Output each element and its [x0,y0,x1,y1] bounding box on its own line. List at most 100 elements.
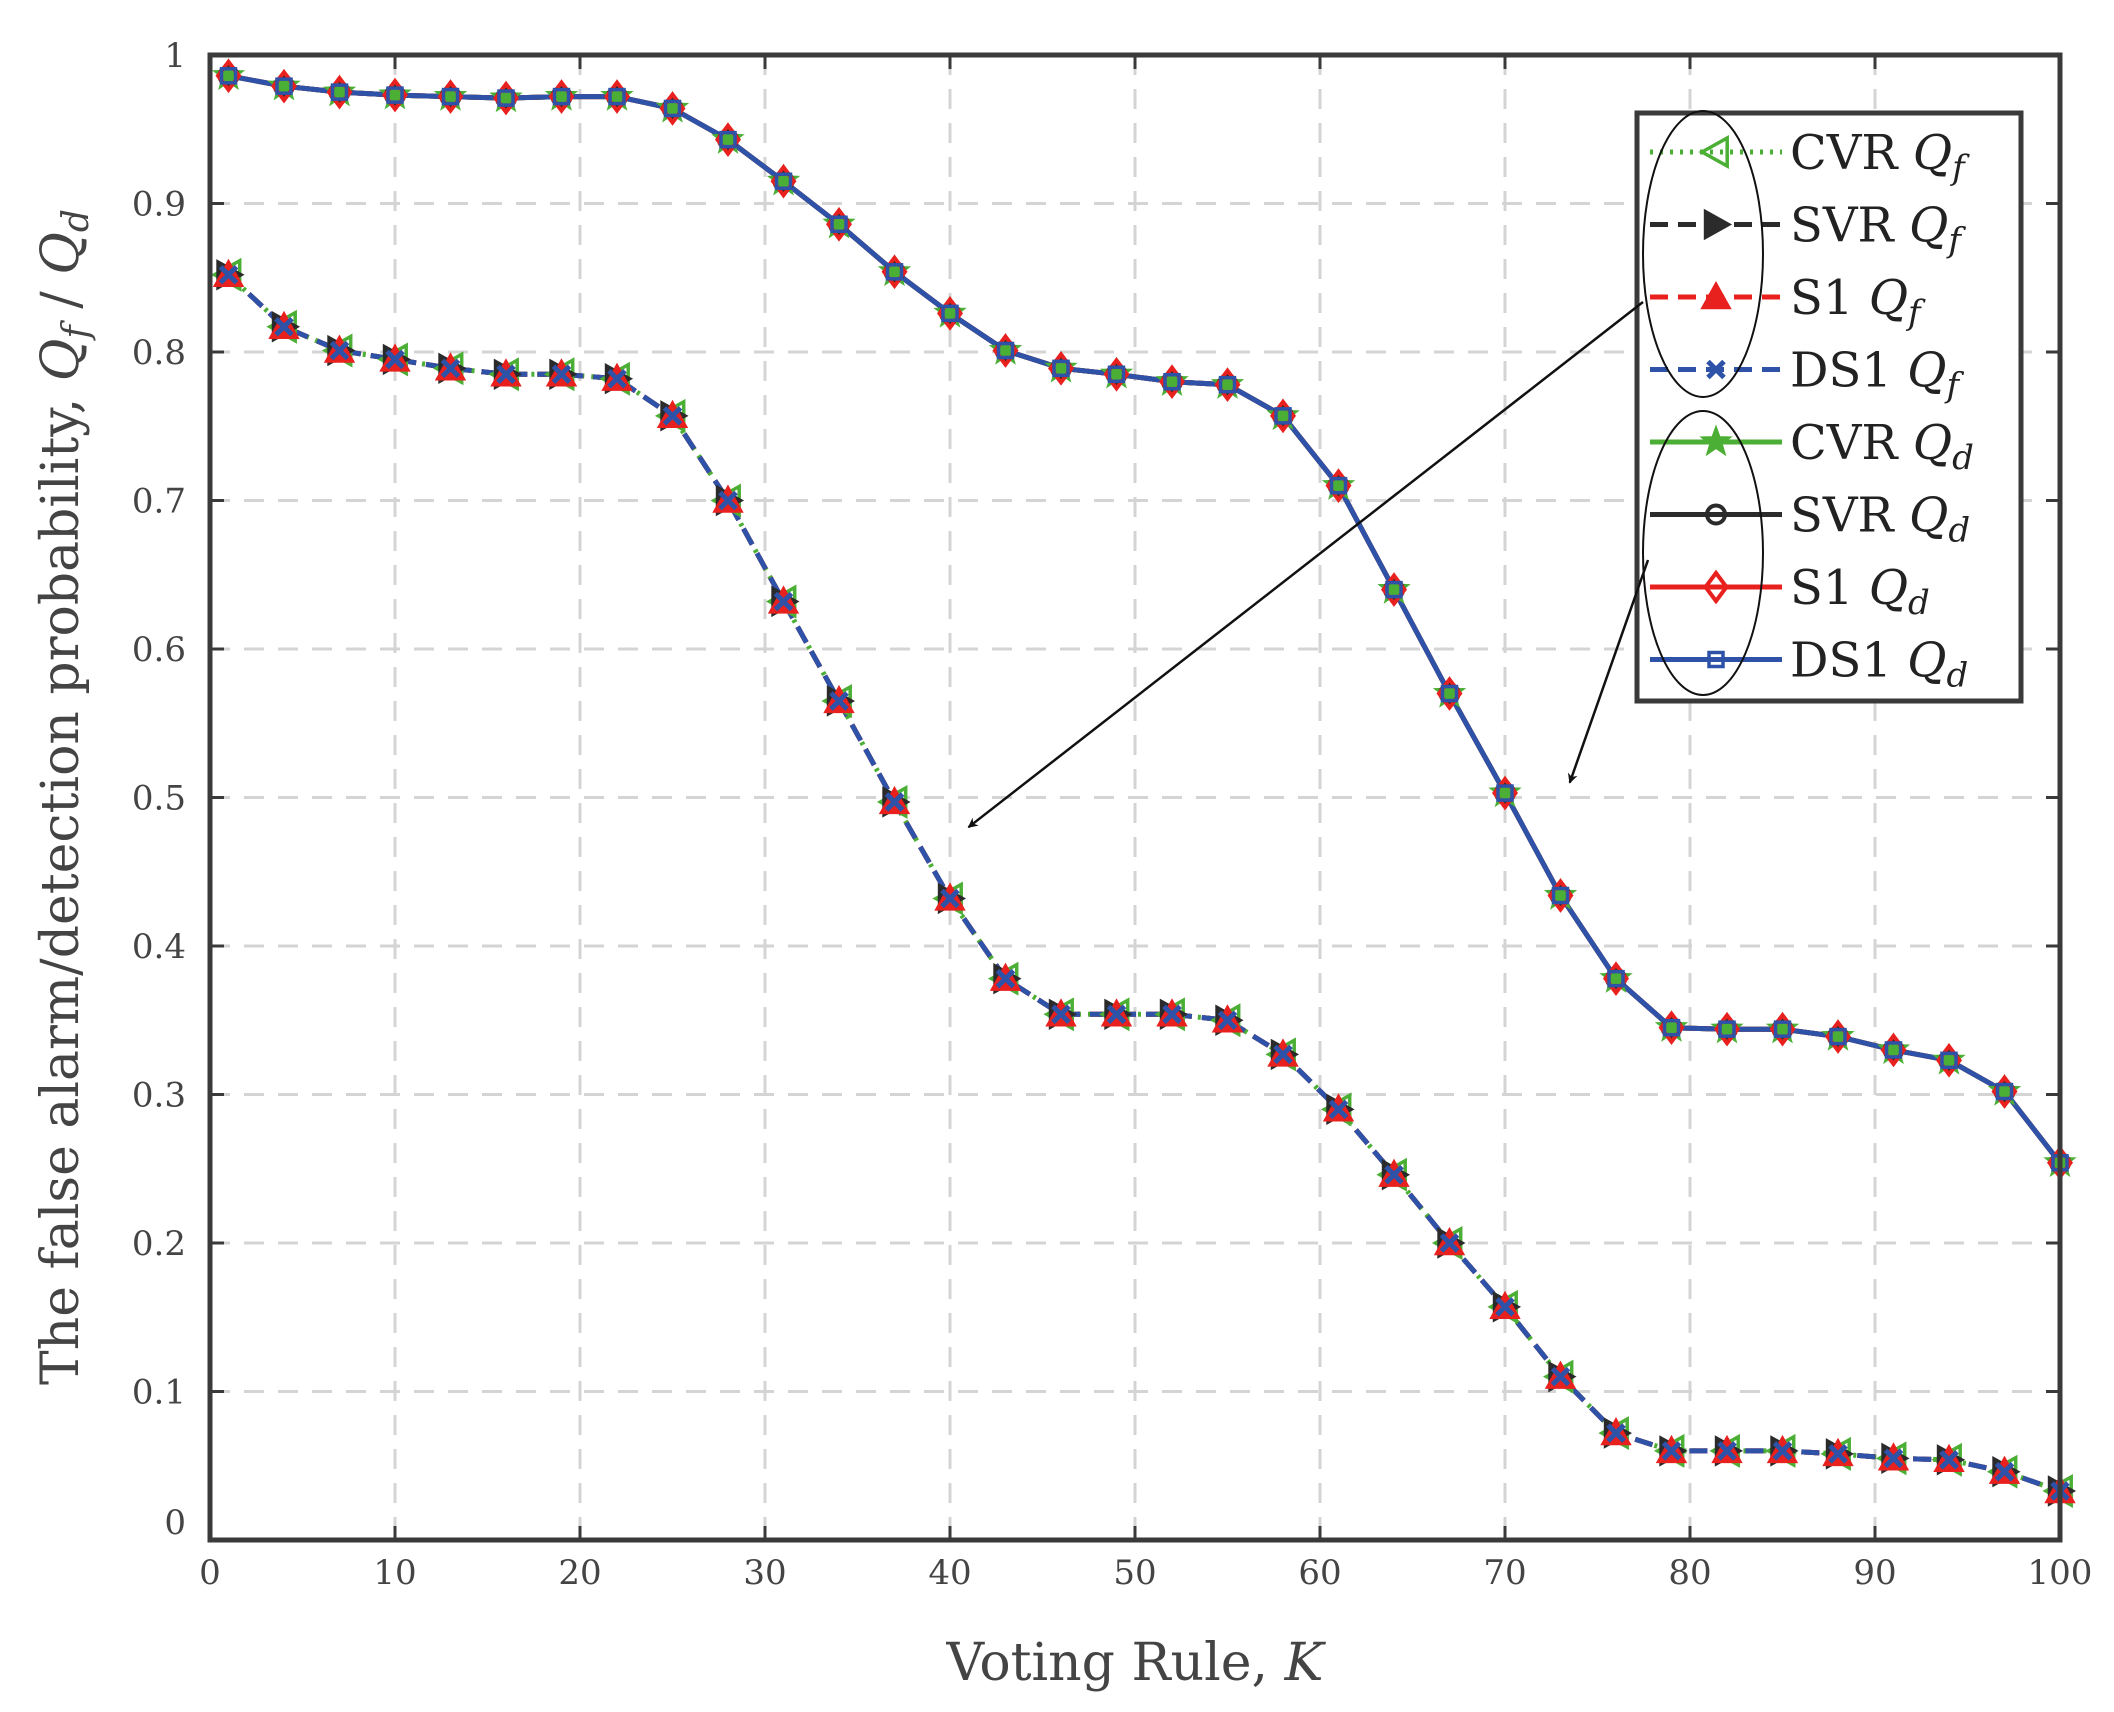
data-point [884,792,905,812]
legend-label: SVR Qd [1790,488,1970,551]
annotation-arrow-qd [1568,559,1650,784]
data-point [1052,359,1070,378]
data-point [1994,1461,2015,1482]
data-point [218,265,239,285]
series-lines [226,73,2062,1494]
data-point [1329,476,1348,495]
legend-marker [1698,135,1729,169]
y-tick-label: 0.6 [132,630,186,670]
data-point [1273,1044,1293,1065]
data-point [774,172,793,190]
x-tick-label: 70 [1483,1553,1526,1593]
data-point [385,349,405,370]
y-tick-label: 1 [164,36,186,76]
legend-entries: CVR Qf SVR Qf S1 Qf DS1 Qf CVR Qd SVR Qd S1 Qd… [1650,125,1974,696]
data-point [1217,1010,1238,1031]
y-tick-label: 0.5 [132,779,186,819]
data-point [1606,1423,1626,1443]
data-point [330,83,349,101]
data-point [1773,1020,1792,1038]
data-point [719,130,737,149]
data-point [663,99,682,118]
data-point [1884,1041,1903,1059]
legend-marker [1705,503,1727,526]
legend-entry-cvr-qf: CVR Qf [1650,125,1970,188]
data-point [773,591,794,612]
x-tick-label: 60 [1298,1553,1341,1593]
legend-entry-s1-qd: S1 Qd [1650,560,1930,623]
data-point [1717,1441,1737,1461]
annotation-arrow-qf [967,301,1644,829]
legend-label: CVR Qf [1790,125,1970,188]
x-tick-label: 50 [1113,1553,1156,1593]
y-tick-label: 0.4 [132,927,186,967]
legend-marker [1700,280,1732,310]
legend-qf-ellipse [1642,110,1764,398]
data-point [1274,407,1292,425]
y-tick-label: 0.2 [132,1224,186,1264]
legend-entry-svr-qf: SVR Qf [1650,198,1966,261]
data-point [441,87,460,106]
x-tick-label: 30 [743,1553,786,1593]
data-point [1718,1020,1736,1038]
x-tick-label: 0 [199,1553,221,1593]
data-point [940,888,960,909]
legend-label: S1 Qf [1790,270,1926,333]
y-tick-label: 0.8 [132,333,186,373]
data-point [885,263,904,281]
data-point [607,368,627,389]
series-points-ds1-qf [218,265,2070,1501]
data-point [1662,1018,1681,1037]
legend-label: SVR Qf [1790,198,1966,261]
x-tick-label: 10 [373,1553,416,1593]
legend-marker [1707,650,1725,669]
data-point [995,968,1016,989]
data-point [274,316,294,337]
data-point [1772,1441,1793,1461]
data-point [496,364,516,385]
x-axis-label: Voting Rule, K [946,1633,1327,1693]
data-point [1163,372,1181,391]
data-point [830,215,848,234]
legend-entry-ds1-qf: DS1 Qf [1650,343,1965,406]
data-point [1940,1051,1958,1070]
legend-label: DS1 Qd [1790,633,1968,696]
y-tick-label: 0 [164,1503,186,1543]
data-point [497,89,515,107]
data-point [552,87,571,106]
data-point [1829,1027,1847,1046]
legend-box [1634,110,2024,704]
data-point [1496,784,1514,802]
data-point [941,304,959,323]
data-point [829,691,849,711]
legend-marker [1703,569,1729,605]
y-axis-label: The false alarm/detection probability, Q… [31,209,97,1385]
data-point [1106,1004,1127,1025]
plot-frame [207,52,2063,1543]
series-points-ds1-qd [219,67,2069,1172]
data-point [1051,1004,1071,1025]
legend-marker [1706,359,1726,380]
x-tick-label: 80 [1668,1553,1711,1593]
data-point [662,406,683,426]
legend-entry-cvr-qd: CVR Qd [1650,415,1974,478]
data-point [1828,1444,1848,1464]
data-point [1550,1366,1571,1387]
data-point [440,358,461,379]
series-line-ds1-qf [226,272,2061,1494]
legend-marker [1703,208,1733,241]
legend-entry-s1-qf: S1 Qf [1650,270,1926,333]
legend-qd-ellipse [1642,410,1764,696]
data-point [1162,1004,1182,1025]
legend: CVR Qf SVR Qf S1 Qf DS1 Qf CVR Qd SVR Qd S1 Qd… [1634,110,2024,704]
legend-label: CVR Qd [1790,415,1974,478]
x-tick-label: 90 [1853,1553,1896,1593]
annotations [967,301,1650,829]
x-tick-label: 20 [558,1553,601,1593]
data-point [1439,1233,1460,1253]
data-point [1661,1441,1682,1461]
data-point [1328,1099,1349,1120]
data-point [551,364,572,385]
series-line-ds1-qd [228,73,2062,1165]
